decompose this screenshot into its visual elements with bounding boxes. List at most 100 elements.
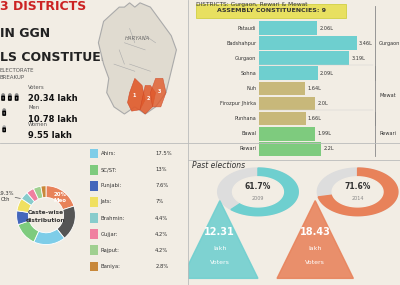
Text: Baniya:: Baniya: bbox=[100, 264, 120, 269]
Text: 12.31: 12.31 bbox=[204, 227, 235, 237]
Bar bbox=[258, 97, 316, 110]
Text: 2.8%: 2.8% bbox=[155, 264, 168, 269]
Bar bbox=[258, 127, 315, 141]
Text: 3.19L: 3.19L bbox=[352, 56, 365, 61]
Circle shape bbox=[3, 109, 6, 112]
Wedge shape bbox=[46, 186, 74, 210]
Wedge shape bbox=[17, 199, 31, 213]
Wedge shape bbox=[18, 221, 39, 242]
Polygon shape bbox=[317, 168, 398, 216]
Text: 3 DISTRICTS: 3 DISTRICTS bbox=[0, 0, 86, 13]
Polygon shape bbox=[218, 168, 298, 216]
Text: lakh: lakh bbox=[213, 246, 226, 251]
Text: 17.5%: 17.5% bbox=[155, 151, 172, 156]
Text: DISTRICTS: Gurgaon, Rewari & Mewat: DISTRICTS: Gurgaon, Rewari & Mewat bbox=[196, 2, 308, 7]
Text: Brahmin:: Brahmin: bbox=[100, 215, 125, 221]
Text: 2014: 2014 bbox=[351, 196, 364, 201]
Text: Voters: Voters bbox=[28, 85, 45, 90]
Text: Oth: Oth bbox=[1, 197, 10, 202]
Bar bbox=[258, 82, 305, 95]
Polygon shape bbox=[140, 86, 156, 114]
Bar bbox=[90, 181, 98, 191]
Polygon shape bbox=[231, 168, 298, 216]
Text: Badshahpur: Badshahpur bbox=[226, 41, 256, 46]
FancyBboxPatch shape bbox=[2, 96, 4, 100]
Polygon shape bbox=[332, 177, 383, 207]
Text: 71.6%: 71.6% bbox=[344, 182, 371, 191]
Text: Gurgaon: Gurgaon bbox=[235, 56, 256, 61]
Wedge shape bbox=[27, 189, 38, 202]
Text: Voters: Voters bbox=[210, 260, 230, 264]
Text: 2: 2 bbox=[147, 96, 150, 101]
Bar bbox=[258, 66, 318, 80]
Text: Ahirs:: Ahirs: bbox=[100, 151, 116, 156]
Text: Rewari: Rewari bbox=[379, 131, 396, 136]
Text: Bawal: Bawal bbox=[241, 131, 256, 136]
FancyBboxPatch shape bbox=[15, 96, 18, 100]
Text: 13%: 13% bbox=[155, 167, 167, 172]
Text: 7.6%: 7.6% bbox=[155, 183, 168, 188]
FancyBboxPatch shape bbox=[3, 128, 5, 132]
Text: Pataudi: Pataudi bbox=[238, 26, 256, 30]
Text: 1.66L: 1.66L bbox=[308, 116, 322, 121]
Text: 2.2L: 2.2L bbox=[323, 146, 334, 151]
Text: Jats:: Jats: bbox=[100, 200, 112, 204]
Text: Mewat: Mewat bbox=[379, 93, 396, 98]
Text: Caste-wise: Caste-wise bbox=[28, 210, 64, 215]
Text: 61.7%: 61.7% bbox=[245, 182, 271, 191]
Wedge shape bbox=[57, 206, 75, 238]
Wedge shape bbox=[34, 186, 43, 199]
Text: 20.34 lakh: 20.34 lakh bbox=[28, 94, 78, 103]
Text: 10.78 lakh: 10.78 lakh bbox=[28, 115, 78, 124]
FancyBboxPatch shape bbox=[3, 111, 6, 115]
Text: 7%: 7% bbox=[155, 200, 164, 204]
Bar bbox=[90, 262, 98, 271]
Text: Meo: Meo bbox=[54, 198, 66, 203]
Text: lakh: lakh bbox=[308, 246, 322, 251]
Text: HARYANA: HARYANA bbox=[125, 36, 150, 41]
Bar bbox=[258, 51, 349, 65]
Wedge shape bbox=[22, 193, 34, 205]
Polygon shape bbox=[277, 201, 353, 278]
Text: 1.64L: 1.64L bbox=[307, 86, 321, 91]
Wedge shape bbox=[41, 186, 46, 198]
Polygon shape bbox=[182, 201, 258, 278]
Bar bbox=[90, 149, 98, 158]
Wedge shape bbox=[34, 229, 64, 245]
Text: ELECTORATE
BREAKUP: ELECTORATE BREAKUP bbox=[0, 68, 34, 80]
Bar bbox=[258, 21, 317, 35]
Text: 2009: 2009 bbox=[252, 196, 264, 201]
Text: 3: 3 bbox=[158, 89, 162, 94]
Text: SC/ST:: SC/ST: bbox=[100, 167, 117, 172]
Text: 20%: 20% bbox=[54, 192, 66, 198]
Text: Rajput:: Rajput: bbox=[100, 248, 119, 253]
Text: Rewari: Rewari bbox=[239, 146, 256, 151]
Circle shape bbox=[15, 94, 18, 97]
Text: 19.3%: 19.3% bbox=[0, 191, 14, 196]
Text: 18.43: 18.43 bbox=[300, 227, 331, 237]
Text: 1.99L: 1.99L bbox=[317, 131, 331, 136]
FancyBboxPatch shape bbox=[9, 96, 11, 100]
FancyBboxPatch shape bbox=[196, 4, 346, 18]
Bar bbox=[258, 112, 306, 125]
Text: Sohna: Sohna bbox=[241, 71, 256, 76]
Text: 2.06L: 2.06L bbox=[319, 26, 333, 30]
Text: Women: Women bbox=[28, 122, 48, 127]
Text: 9.55 lakh: 9.55 lakh bbox=[28, 131, 72, 140]
Polygon shape bbox=[128, 78, 145, 111]
Bar bbox=[90, 165, 98, 174]
Circle shape bbox=[9, 94, 11, 97]
Text: Punhana: Punhana bbox=[235, 116, 256, 121]
Polygon shape bbox=[232, 177, 283, 207]
Bar bbox=[90, 213, 98, 223]
Bar bbox=[90, 197, 98, 207]
Bar bbox=[258, 142, 321, 156]
Text: 4.4%: 4.4% bbox=[155, 215, 168, 221]
Text: Gujjar:: Gujjar: bbox=[100, 232, 118, 237]
Text: Nuh: Nuh bbox=[246, 86, 256, 91]
Text: 4.2%: 4.2% bbox=[155, 248, 168, 253]
Bar bbox=[258, 36, 357, 50]
Text: 4.2%: 4.2% bbox=[155, 232, 168, 237]
Text: 3.46L: 3.46L bbox=[359, 41, 373, 46]
Bar bbox=[90, 229, 98, 239]
